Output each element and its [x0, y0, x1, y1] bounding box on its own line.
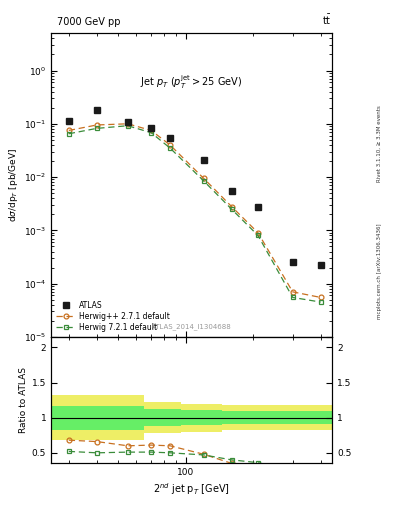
- Herwig 7.2.1 default: [255, 232, 260, 239]
- Text: 7000 GeV pp: 7000 GeV pp: [57, 17, 121, 27]
- Legend: ATLAS, Herwig++ 2.7.1 default, Herwig 7.2.1 default: ATLAS, Herwig++ 2.7.1 default, Herwig 7.…: [55, 299, 171, 333]
- Herwig 7.2.1 default: [168, 145, 173, 151]
- Line: Herwig++ 2.7.1 default: Herwig++ 2.7.1 default: [66, 121, 323, 300]
- Line: ATLAS: ATLAS: [66, 106, 324, 268]
- Herwig++ 2.7.1 default: [94, 122, 99, 128]
- Herwig++ 2.7.1 default: [290, 289, 295, 295]
- Text: Rivet 3.1.10, ≥ 3.3M events: Rivet 3.1.10, ≥ 3.3M events: [377, 105, 382, 182]
- ATLAS: [168, 135, 173, 141]
- Herwig 7.2.1 default: [229, 206, 234, 212]
- ATLAS: [125, 118, 130, 124]
- Herwig 7.2.1 default: [94, 125, 99, 132]
- Herwig 7.2.1 default: [66, 131, 71, 137]
- Line: Herwig 7.2.1 default: Herwig 7.2.1 default: [66, 123, 323, 305]
- Herwig 7.2.1 default: [318, 299, 323, 305]
- Herwig 7.2.1 default: [290, 294, 295, 301]
- Herwig++ 2.7.1 default: [125, 121, 130, 127]
- Herwig 7.2.1 default: [125, 123, 130, 129]
- Text: Jet $p_T$ ($p_T^{\rm jet}>25$ GeV): Jet $p_T$ ($p_T^{\rm jet}>25$ GeV): [140, 73, 243, 91]
- Herwig++ 2.7.1 default: [229, 203, 234, 209]
- Y-axis label: Ratio to ATLAS: Ratio to ATLAS: [19, 367, 28, 433]
- Text: t$\bar{\rm t}$: t$\bar{\rm t}$: [323, 13, 332, 27]
- Herwig++ 2.7.1 default: [201, 175, 206, 181]
- ATLAS: [94, 106, 99, 113]
- Herwig 7.2.1 default: [201, 178, 206, 184]
- ATLAS: [66, 117, 71, 123]
- Herwig++ 2.7.1 default: [66, 127, 71, 134]
- Y-axis label: d$\sigma$/dp$_T$ [pb/GeV]: d$\sigma$/dp$_T$ [pb/GeV]: [7, 148, 20, 222]
- Herwig++ 2.7.1 default: [255, 230, 260, 236]
- ATLAS: [318, 262, 323, 268]
- Herwig++ 2.7.1 default: [149, 127, 154, 134]
- Text: mcplots.cern.ch [arXiv:1306.3436]: mcplots.cern.ch [arXiv:1306.3436]: [377, 224, 382, 319]
- Herwig++ 2.7.1 default: [318, 294, 323, 301]
- Herwig 7.2.1 default: [149, 130, 154, 136]
- X-axis label: 2$^{nd}$ jet p$_T$ [GeV]: 2$^{nd}$ jet p$_T$ [GeV]: [153, 481, 230, 497]
- ATLAS: [201, 157, 206, 163]
- ATLAS: [255, 203, 260, 209]
- ATLAS: [290, 259, 295, 265]
- ATLAS: [229, 188, 234, 194]
- Text: ATLAS_2014_I1304688: ATLAS_2014_I1304688: [152, 323, 231, 330]
- Herwig++ 2.7.1 default: [168, 142, 173, 148]
- ATLAS: [149, 125, 154, 132]
